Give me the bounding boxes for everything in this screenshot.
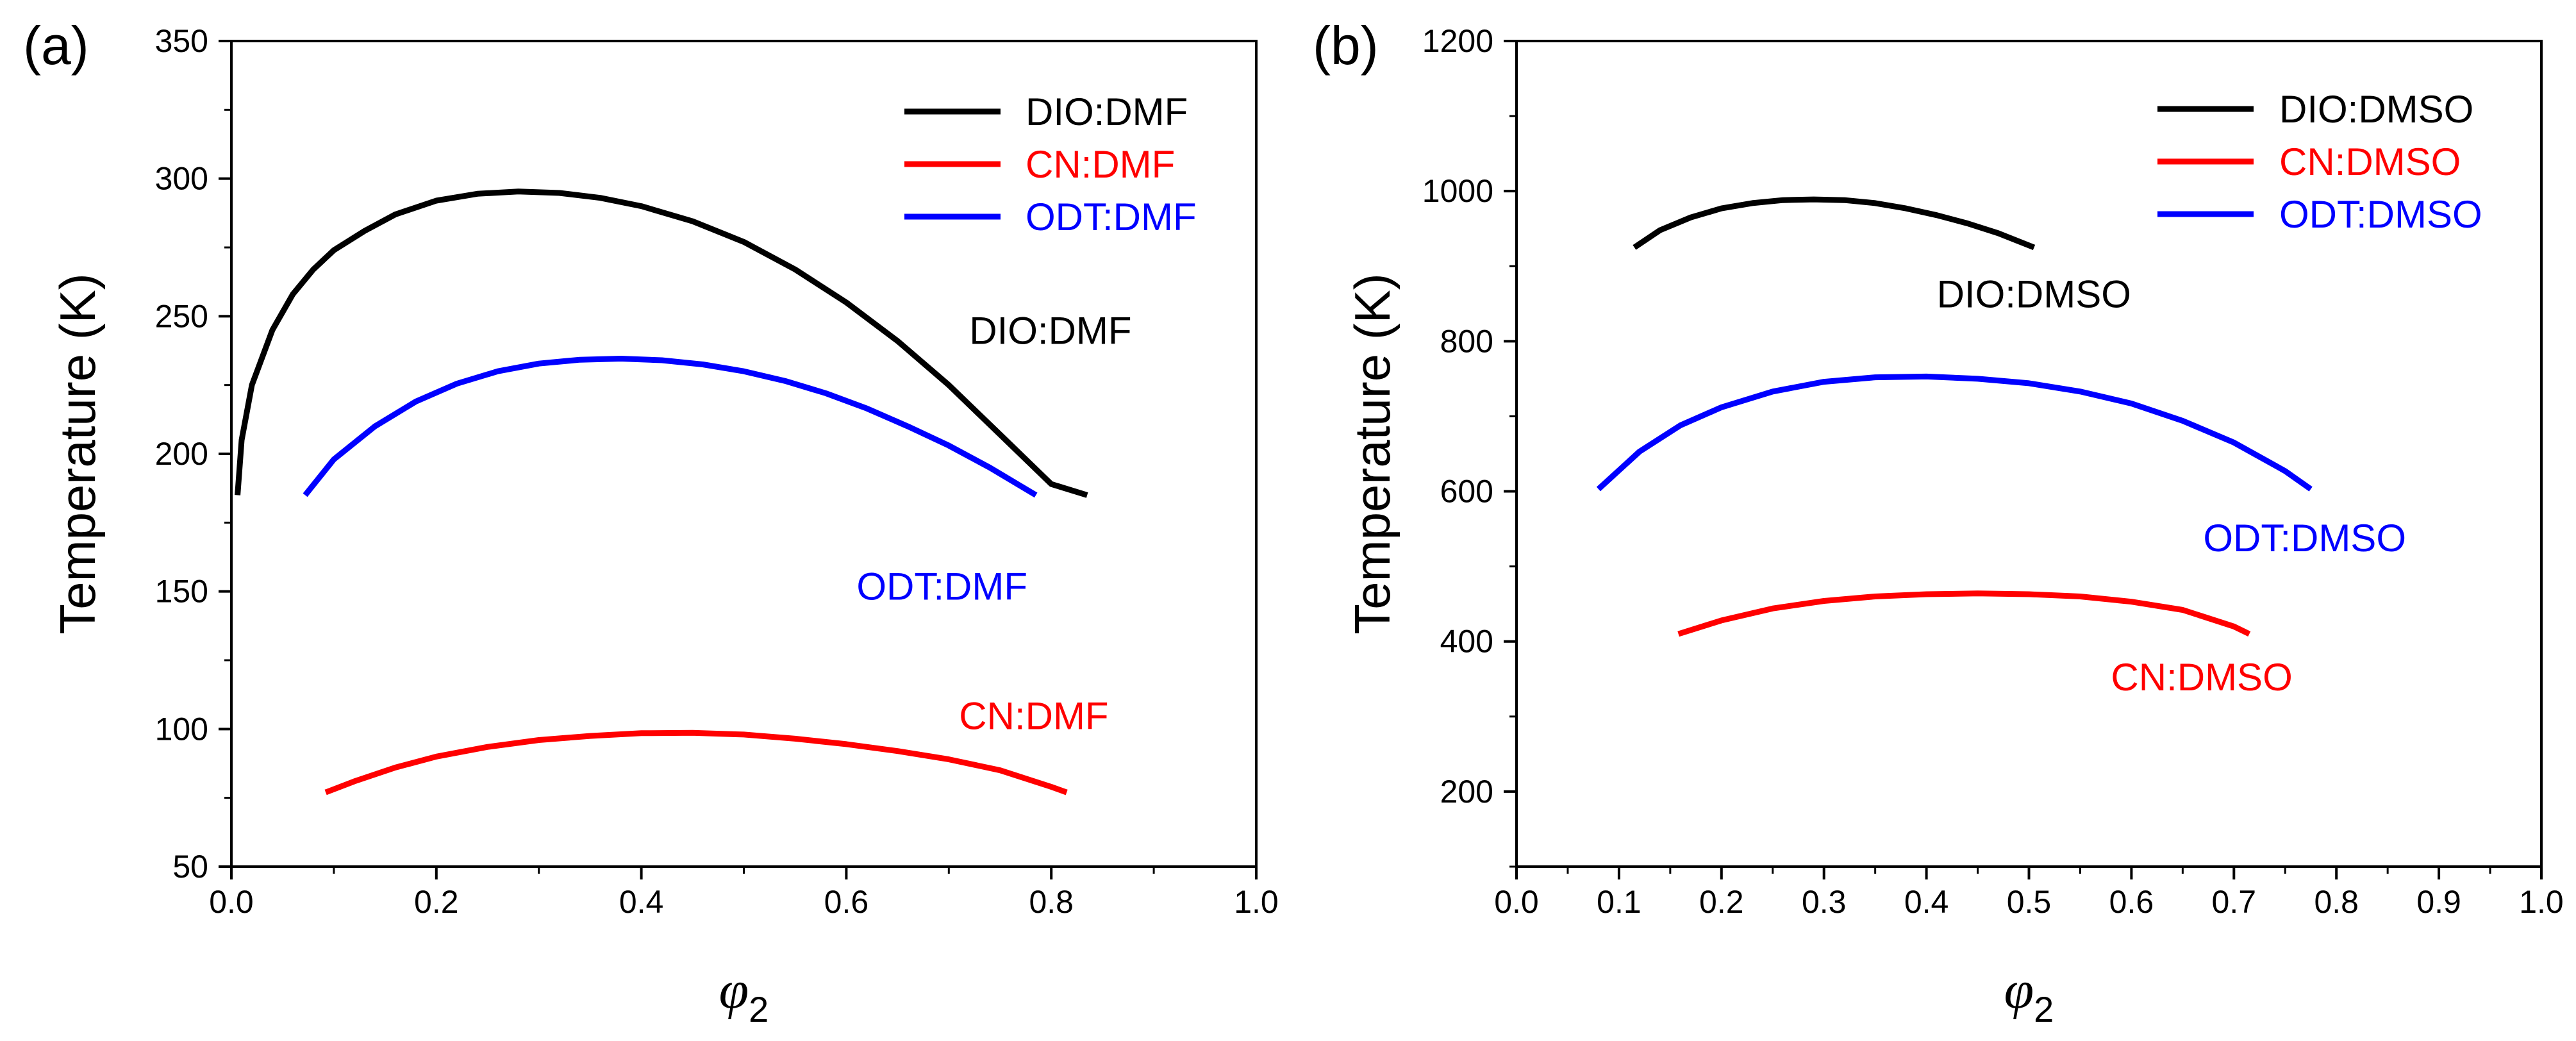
curve-annotation: CN:DMSO: [2111, 656, 2292, 699]
series-line-dio-dmso: [1633, 196, 2036, 251]
curve-annotation: ODT:DMSO: [2203, 517, 2406, 560]
panel-label: (b): [1313, 15, 1379, 76]
y-tick-label: 600: [1440, 474, 1493, 510]
curve-annotation: DIO:DMF: [969, 309, 1131, 352]
y-tick-label: 150: [155, 574, 208, 610]
x-tick-label: 0.4: [619, 884, 664, 920]
series-line-odt-dmf: [303, 356, 1038, 498]
y-tick-label: 50: [172, 849, 208, 885]
x-tick-label: 1.0: [2519, 884, 2564, 920]
legend-label: ODT:DMSO: [2279, 193, 2482, 236]
y-tick-label: 1000: [1422, 173, 1493, 209]
x-tick-label: 0.0: [1494, 884, 1539, 920]
x-axis-symbol: φ: [2004, 960, 2034, 1020]
panel-a: 0.0 0.2 0.4 0.6 0.8 1.0 50 100 150 200 250 300 350 DI…: [23, 15, 1279, 1029]
x-axis-title: φ2: [719, 960, 769, 1029]
x-axis-title: φ2: [2004, 960, 2054, 1029]
x-tick-label: 1.0: [1234, 884, 1279, 920]
y-tick-label: 300: [155, 161, 208, 197]
legend: DIO:DMSO CN:DMSO ODT:DMSO: [2157, 88, 2482, 236]
y-tick-label: 250: [155, 298, 208, 334]
x-axis-subscript: 2: [749, 989, 769, 1029]
legend-label: DIO:DMSO: [2279, 88, 2473, 131]
x-tick-label: 0.4: [1904, 884, 1949, 920]
curve-annotation: ODT:DMF: [856, 565, 1027, 608]
x-tick-label: 0.9: [2416, 884, 2461, 920]
y-axis-title: Temperature (K): [1344, 273, 1400, 635]
legend-label: CN:DMSO: [2279, 140, 2461, 183]
y-tick-label: 200: [155, 436, 208, 472]
y-tick-label: 200: [1440, 774, 1493, 810]
x-tick-label: 0.7: [2212, 884, 2257, 920]
x-tick-label: 0.6: [824, 884, 869, 920]
legend: DIO:DMF CN:DMF ODT:DMF: [904, 90, 1197, 238]
panel-label: (a): [23, 15, 89, 76]
panel-b: 0.0 0.1 0.2 0.3 0.4 0.5 0.6 0.7 0.8 0.9 1.0 200 400 6…: [1313, 15, 2564, 1029]
x-axis-subscript: 2: [2034, 989, 2054, 1029]
series-line-odt-dmso: [1596, 373, 2313, 492]
x-axis-symbol: φ: [719, 960, 749, 1020]
y-tick-label: 350: [155, 23, 208, 59]
curve-annotation: DIO:DMSO: [1937, 273, 2131, 316]
x-tick-label: 0.2: [1699, 884, 1744, 920]
x-tick-label: 0.0: [209, 884, 254, 920]
series-line-dio-dmf: [235, 188, 1088, 498]
x-tick-label: 0.8: [2314, 884, 2359, 920]
y-tick-label: 1200: [1422, 23, 1493, 59]
x-tick-label: 0.5: [2007, 884, 2052, 920]
x-tick-label: 0.1: [1597, 884, 1641, 920]
x-tick-label: 0.6: [2109, 884, 2154, 920]
legend-label: CN:DMF: [1026, 143, 1175, 186]
series-line-cn-dmso: [1677, 590, 2251, 637]
legend-label: DIO:DMF: [1026, 90, 1188, 133]
y-axis-title: Temperature (K): [49, 273, 106, 635]
x-tick-label: 0.3: [1802, 884, 1847, 920]
x-tick-label: 0.2: [414, 884, 459, 920]
y-tick-label: 100: [155, 711, 208, 747]
x-tick-label: 0.8: [1029, 884, 1074, 920]
y-tick-label: 800: [1440, 323, 1493, 359]
curve-annotation: CN:DMF: [959, 694, 1108, 737]
y-tick-label: 400: [1440, 624, 1493, 660]
series-line-cn-dmf: [324, 729, 1068, 795]
legend-label: ODT:DMF: [1026, 196, 1197, 238]
